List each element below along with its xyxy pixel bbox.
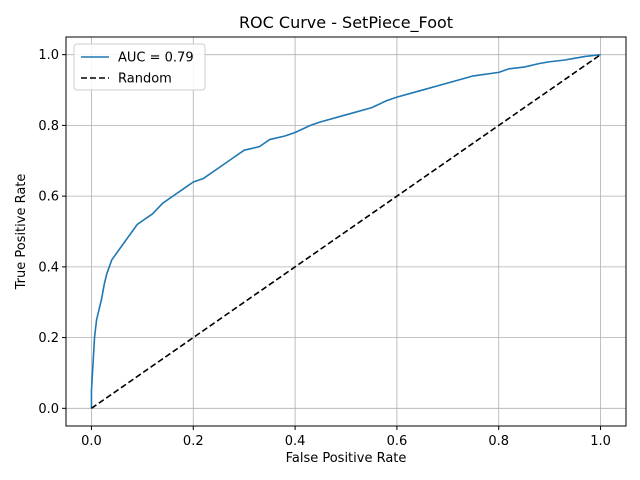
y-tick-label: 0.8 bbox=[38, 119, 59, 134]
x-tick-label: 0.2 bbox=[183, 434, 204, 449]
legend-label: AUC = 0.79 bbox=[118, 51, 194, 66]
x-tick-label: 0.0 bbox=[81, 434, 102, 449]
y-tick-label: 1.0 bbox=[38, 48, 59, 63]
y-tick-label: 0.2 bbox=[38, 331, 59, 346]
legend-box bbox=[73, 43, 206, 91]
ticks-layer: 0.0 0.2 0.4 0.6 0.8 1.0 0.0 0.2 0.4 0.6 0.8 1.0 bbox=[38, 48, 611, 449]
x-tick-label: 0.8 bbox=[488, 434, 509, 449]
legend: AUC = 0.79 Random bbox=[73, 43, 206, 91]
x-tick-label: 0.6 bbox=[387, 434, 408, 449]
y-axis-label: True Positive Rate bbox=[14, 174, 29, 291]
legend-label: Random bbox=[118, 72, 172, 87]
chart-title: ROC Curve - SetPiece_Foot bbox=[239, 13, 453, 33]
plot-frame bbox=[65, 36, 627, 427]
series-line-random bbox=[90, 54, 602, 409]
x-tick-label: 1.0 bbox=[590, 434, 611, 449]
y-tick-label: 0.4 bbox=[38, 260, 59, 275]
x-tick-label: 0.4 bbox=[285, 434, 306, 449]
series-line-roc bbox=[90, 53, 601, 409]
series-layer bbox=[90, 53, 602, 409]
grid bbox=[66, 37, 626, 426]
x-axis-label: False Positive Rate bbox=[286, 451, 407, 466]
y-tick-label: 0.0 bbox=[38, 402, 59, 417]
y-tick-label: 0.6 bbox=[38, 190, 59, 205]
